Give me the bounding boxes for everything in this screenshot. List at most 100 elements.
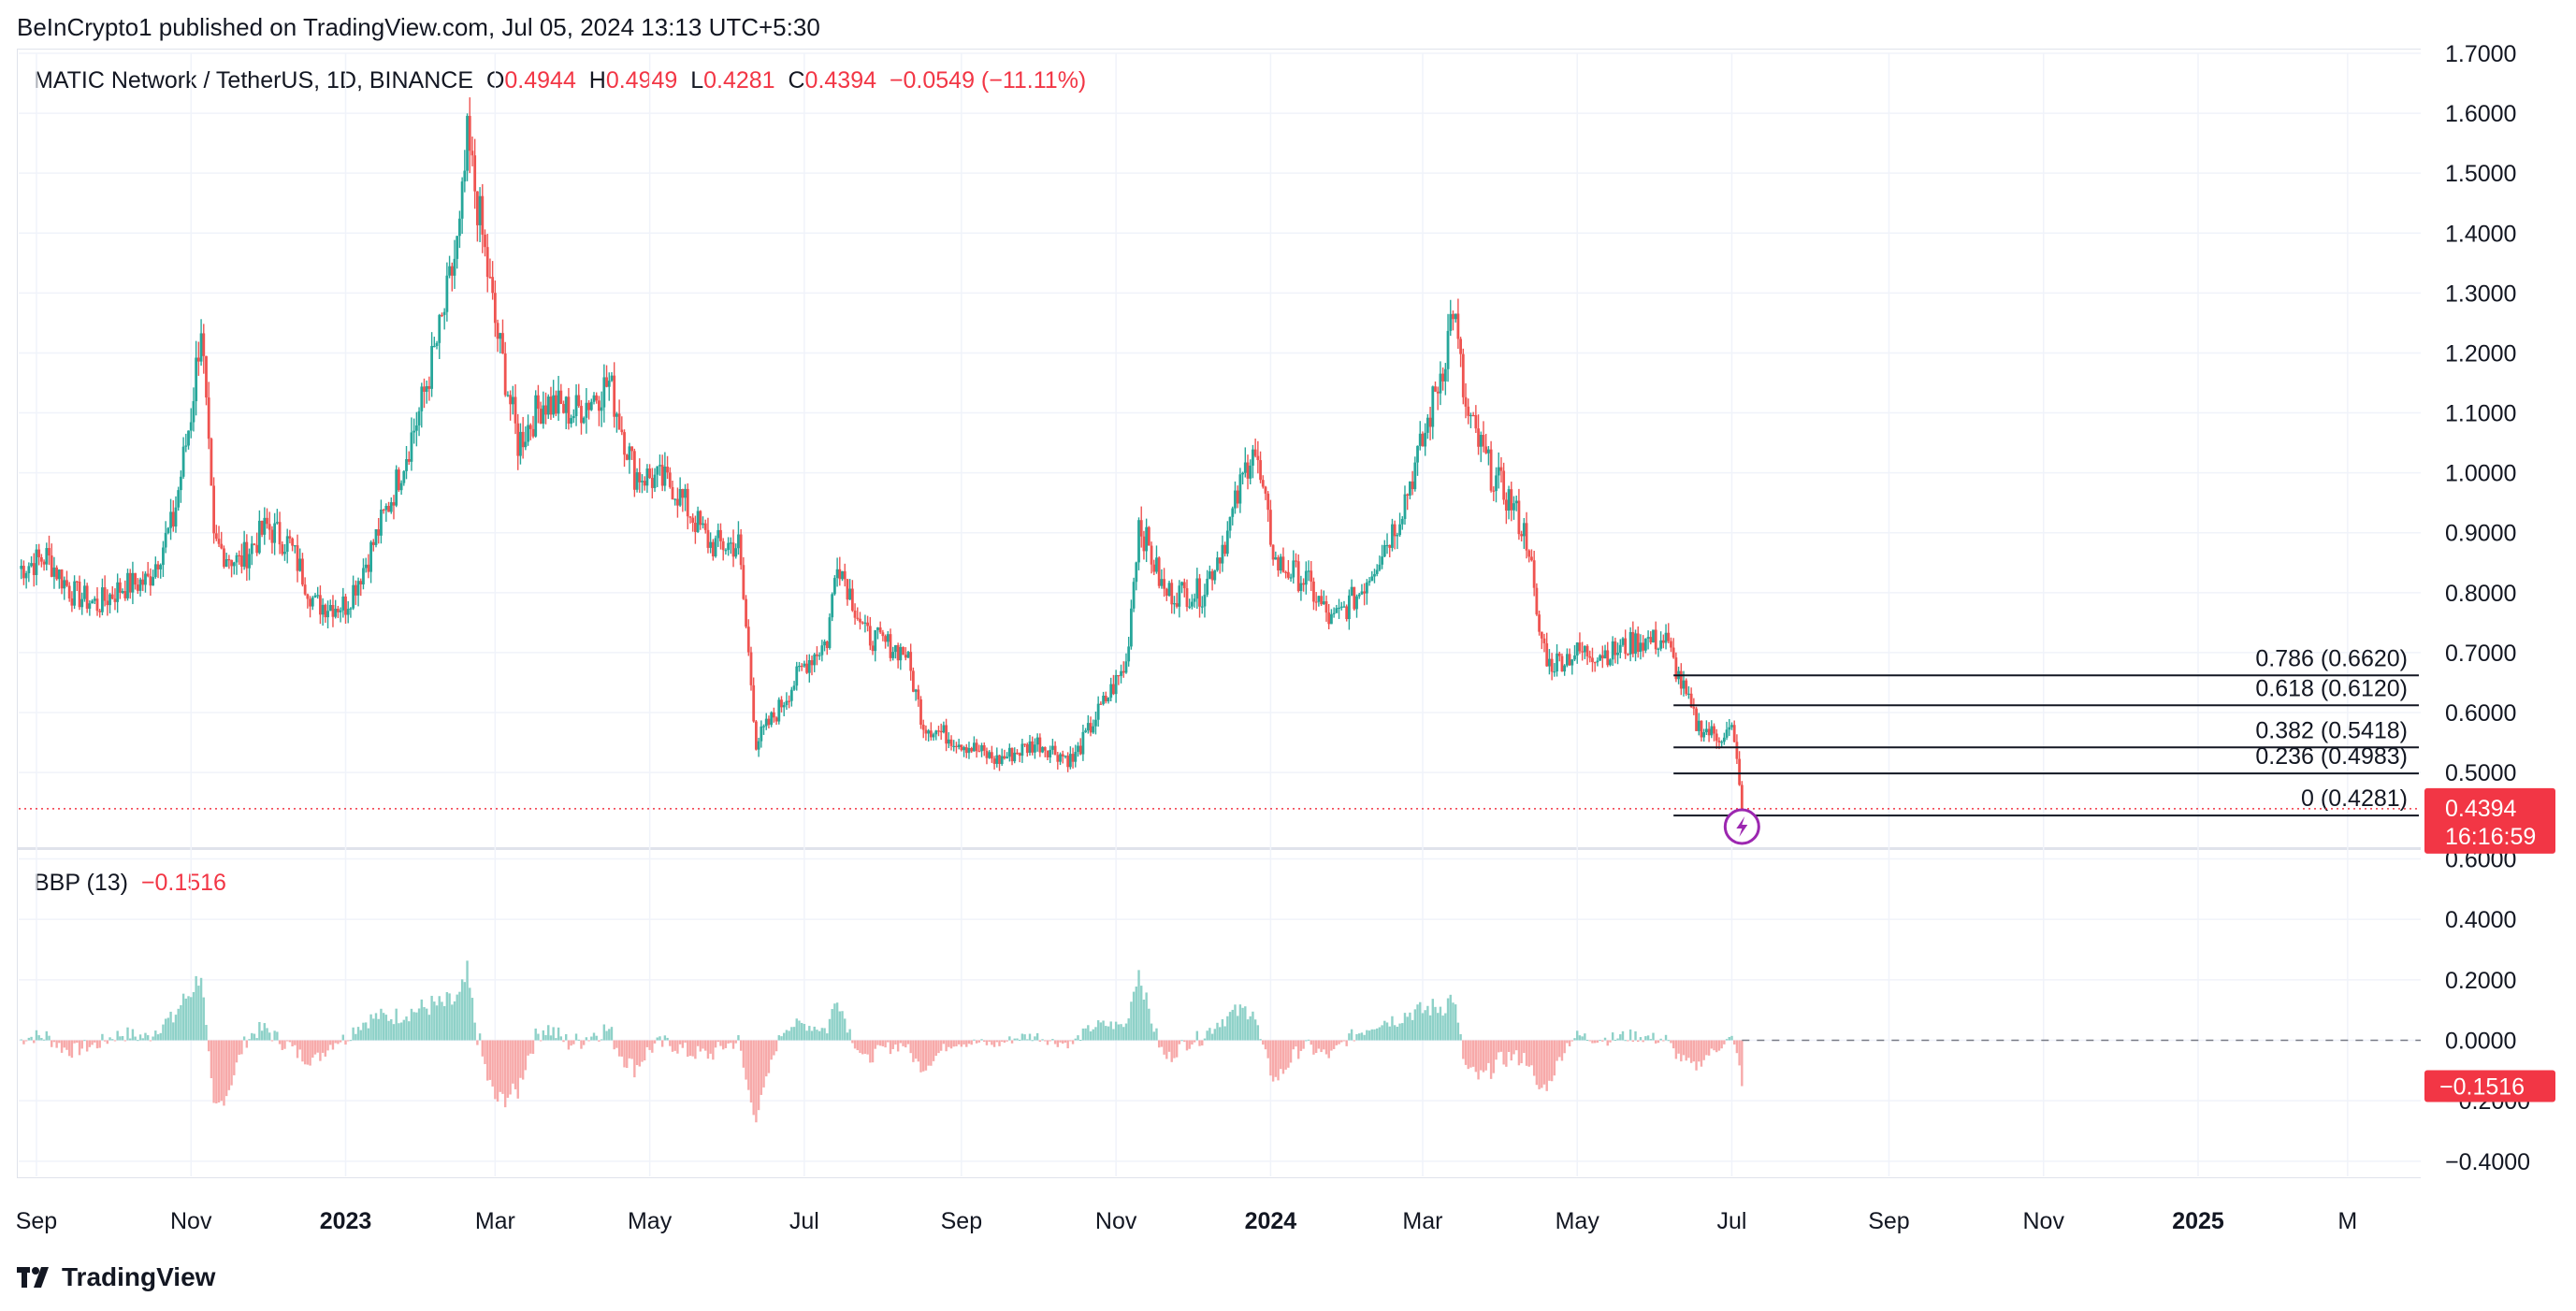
candle-body [625,454,629,460]
candle-body [1603,650,1607,659]
candle-body [1556,653,1558,672]
candle-body [395,469,398,506]
candle-body [749,652,753,685]
price-tick-label: 1.2000 [2445,340,2516,367]
candle-body [519,431,522,456]
candle-body [567,396,571,425]
bbp-bar [1350,1029,1353,1041]
candle-body [595,395,599,401]
bbp-bar [671,1040,674,1052]
candle-body [1464,396,1468,407]
candle-body [1122,670,1125,673]
candle-body [106,600,109,606]
bbp-bar [1644,1036,1647,1041]
candle-body [493,293,497,324]
bbp-bar [835,1002,839,1041]
bbp-bar [291,1040,294,1047]
bbp-bar [248,1039,251,1041]
candle-body [703,523,707,530]
bbp-bar [207,1040,210,1052]
candle-body [438,314,441,343]
bbp-bar [278,1040,282,1044]
tradingview-logo[interactable]: TradingView [17,1262,215,1292]
bbp-bar [1403,1013,1407,1041]
candle-body [1223,544,1227,555]
bbp-bar [1099,1022,1103,1041]
low-label: L [690,67,704,94]
candle-body [253,543,256,545]
bbp-bar [516,1040,519,1099]
candle-body [344,596,347,615]
candle-body [63,580,66,589]
indicator-name[interactable]: BBP (13) [34,870,128,896]
bbp-bar [1280,1040,1282,1070]
candle-body [1324,601,1328,613]
bbp-bar [909,1040,912,1054]
candle-body [1046,750,1049,757]
bbp-bar [1219,1027,1222,1041]
candle-body [1570,659,1574,666]
bbp-bar [1687,1040,1690,1059]
bbp-bar [1674,1040,1678,1059]
candle-body [273,523,277,543]
bbp-bar [924,1040,928,1071]
candle-body [1492,490,1496,492]
bbp-bar [942,1040,946,1044]
candle-body [764,718,768,727]
bbp-bar [871,1040,875,1063]
candle-body [1216,557,1219,570]
candle-body [199,333,203,362]
candle-body [387,505,390,512]
bbp-bar [823,1028,826,1041]
candle-body [263,517,267,535]
bbp-bar [1467,1040,1469,1070]
candle-body [813,654,817,666]
bbp-bar [382,1013,385,1041]
candle-body [1271,544,1275,560]
candle-body [985,750,989,758]
candle-body [475,191,479,225]
price-tick-label: 1.4000 [2445,221,2516,247]
indicator-badge-value: −0.1516 [2439,1074,2525,1101]
time-tick-label: 2023 [320,1208,372,1234]
candle-body [35,549,38,575]
symbol-title[interactable]: MATIC Network / TetherUS, 1D, BINANCE [34,67,474,94]
candle-body [324,604,327,618]
candle-body [681,489,685,498]
bbp-bar [1664,1034,1668,1041]
candle-body [118,582,122,593]
bbp-bar [1031,1040,1034,1042]
bbp-bar [116,1030,119,1041]
bbp-bar [205,1025,208,1041]
lightning-event-icon[interactable] [1723,808,1760,845]
candle-body [93,598,96,601]
bbp-bar [1381,1025,1383,1041]
bbp-bar [939,1040,943,1051]
bbp-bar [1292,1040,1295,1050]
candle-body [195,357,198,402]
bbp-bar [126,1027,129,1041]
candle-body [1252,449,1254,466]
candle-body [1704,728,1708,733]
bbp-bar [146,1035,150,1041]
bbp-bar [1188,1040,1191,1049]
bbp-bar [948,1040,950,1047]
bbp-bar [1284,1040,1287,1070]
bbp-bar [1434,1006,1437,1041]
bbp-bar [1274,1040,1278,1077]
bbp-bar [1548,1040,1551,1081]
bbp-bar [78,1040,81,1056]
price-tick-label: 1.0000 [2445,461,2516,487]
candle-body [739,534,743,566]
bbp-bar [704,1040,707,1051]
bbp-bar [1041,1039,1044,1041]
bbp-bar [590,1036,593,1041]
bbp-bar [1373,1029,1376,1041]
bbp-bar [415,1012,418,1041]
bbp-bar [380,1008,383,1041]
candle-body [1639,642,1643,653]
bbp-bar [1358,1033,1361,1041]
price-tick-label: 0.7000 [2445,641,2516,667]
